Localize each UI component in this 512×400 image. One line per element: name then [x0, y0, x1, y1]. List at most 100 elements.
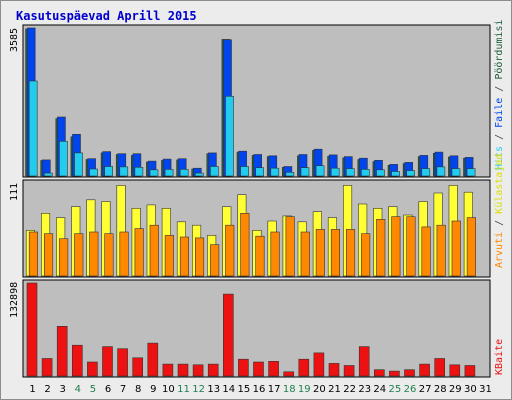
bar-visits [164, 235, 174, 277]
legend-hits: Hits [494, 146, 505, 170]
bar-kbytes [147, 342, 159, 377]
x-tick-label: 24 [373, 384, 386, 395]
bar-kbytes [87, 361, 98, 377]
x-tick-label: 16 [253, 384, 266, 395]
x-tick-label: 30 [464, 384, 477, 395]
x-tick-label: 29 [449, 384, 462, 395]
bar-hits [376, 169, 385, 177]
bar-hits [134, 167, 144, 177]
x-tick-label: 4 [75, 384, 81, 395]
top-y-max-label: 3585 [9, 28, 20, 52]
top-legend: Hits / Faile / Pöördumisi [494, 19, 505, 170]
bar-visits [225, 224, 235, 277]
bar-kbytes [434, 358, 446, 377]
x-tick-label: 26 [404, 384, 417, 395]
x-tick-label: 9 [150, 384, 156, 395]
bar-hits [436, 166, 446, 177]
bar-kbytes [102, 346, 113, 377]
bottom-panel [22, 279, 491, 378]
legend-visits: Arvuti [494, 232, 505, 268]
middle-legend: Arvuti / Külastajad [494, 154, 505, 268]
bar-hits [345, 168, 355, 177]
bar-hits [421, 168, 431, 177]
x-tick-label: 17 [268, 384, 281, 395]
bar-kbytes [177, 363, 189, 377]
bar-hits [361, 169, 370, 177]
bar-kbytes [192, 364, 204, 377]
bar-kbytes [253, 361, 264, 377]
legend-visitors: Külastajad [494, 154, 505, 214]
bar-visits [315, 229, 325, 277]
bar-visits [149, 224, 159, 277]
x-tick-label: 6 [105, 384, 111, 395]
bar-visits [466, 217, 476, 277]
bottom-y-max-label: 132898 [9, 282, 20, 318]
bar-hits [451, 168, 461, 177]
bar-hits [270, 167, 280, 177]
bar-kbytes [343, 365, 355, 377]
bar-hits [240, 166, 249, 177]
legend-pages: Pöördumisi [494, 19, 505, 79]
bar-visits [119, 231, 129, 277]
middle-y-max-label: 111 [9, 183, 20, 201]
bar-kbytes [328, 363, 340, 377]
bar-kbytes [207, 363, 219, 377]
bar-hits [43, 172, 53, 177]
bar-kbytes [268, 360, 279, 377]
x-tick-label: 2 [44, 384, 50, 395]
bar-kbytes [404, 369, 415, 377]
x-tick-label: 22 [343, 384, 356, 395]
x-axis-labels: 1 2 3 4 5 6 7 8 9 10 11 12 13 14 15 16 17 18 19 20 21 22 23 24 2… [29, 384, 492, 395]
bar-kbytes [373, 369, 385, 377]
bar-hits [164, 169, 174, 177]
bar-hits [315, 165, 325, 177]
bar-visits [285, 216, 295, 277]
bar-visits [179, 236, 189, 277]
bar-hits [195, 172, 204, 177]
x-tick-label: 11 [177, 384, 190, 395]
bar-visits [406, 216, 416, 277]
bar-kbytes [132, 357, 143, 377]
bar-kbytes [223, 293, 234, 377]
x-tick-label: 21 [328, 384, 341, 395]
x-tick-label: 18 [283, 384, 296, 395]
bar-hits [104, 166, 113, 177]
x-tick-label: 19 [298, 384, 311, 395]
top-bars [25, 27, 476, 177]
legend-separator: / [494, 80, 505, 98]
bar-kbytes [313, 352, 325, 377]
legend-separator: / [494, 214, 505, 232]
bar-hits [406, 170, 416, 177]
bar-visits [240, 213, 250, 277]
x-tick-label: 31 [479, 384, 492, 395]
bar-visits [436, 224, 446, 277]
bar-visits [361, 233, 371, 277]
bar-visits [376, 219, 386, 277]
bar-visits [421, 226, 431, 277]
bar-kbytes [72, 344, 83, 377]
bar-visits [300, 231, 310, 277]
bar-kbytes [358, 346, 370, 377]
bar-hits [59, 141, 68, 177]
bar-visits [255, 235, 265, 277]
bar-hits [225, 96, 234, 177]
x-tick-label: 3 [60, 384, 66, 395]
x-tick-label: 28 [434, 384, 447, 395]
bar-hits [89, 168, 98, 177]
bar-hits [285, 172, 295, 177]
bar-hits [330, 167, 340, 177]
bar-visits [104, 233, 114, 277]
legend-files: Faile [494, 98, 505, 128]
x-tick-label: 7 [120, 384, 126, 395]
bar-visits [330, 229, 341, 277]
bar-visits [210, 244, 220, 277]
bar-kbytes [464, 365, 476, 377]
bar-kbytes [56, 325, 68, 377]
legend-kbytes: KBaite [494, 339, 505, 375]
bar-hits [466, 168, 476, 177]
x-tick-label: 5 [90, 384, 96, 395]
bar-kbytes [419, 363, 430, 377]
x-tick-label: 25 [389, 384, 402, 395]
bar-kbytes [298, 358, 310, 377]
